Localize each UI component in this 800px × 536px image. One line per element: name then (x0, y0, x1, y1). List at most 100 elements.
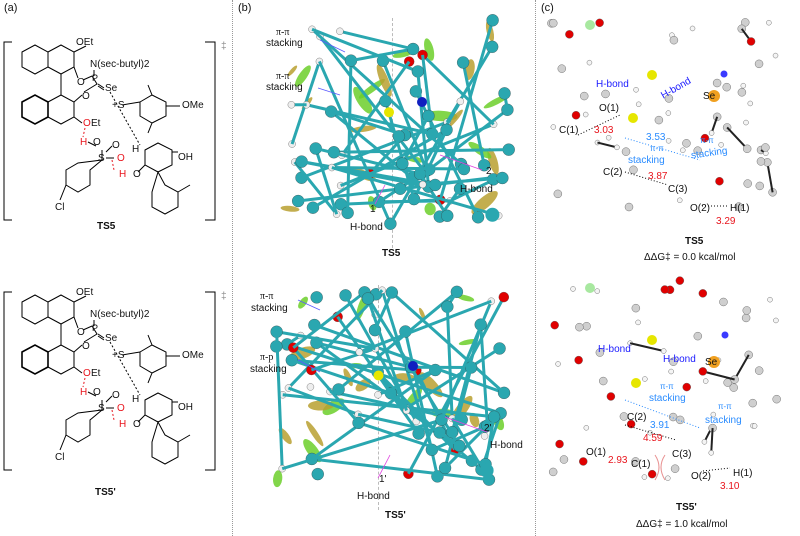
atom (606, 392, 616, 401)
atom (635, 101, 642, 107)
atom (635, 319, 641, 326)
hbond-1p-number: 1' (379, 474, 387, 485)
sulfonate-sulfur-atom (647, 70, 657, 80)
nci-surface (294, 65, 311, 87)
bond (340, 198, 441, 206)
atom (675, 415, 685, 425)
atom (766, 20, 772, 26)
hbond-2p-number: 2' (484, 423, 492, 434)
bond (766, 162, 774, 193)
steric-clash-icon (654, 454, 666, 481)
bond (710, 428, 714, 453)
nci-surface (273, 470, 283, 488)
hbond-dash-2p (111, 409, 115, 421)
atom (710, 411, 717, 418)
bond (339, 29, 414, 51)
hbond-label-1: H-bond (596, 79, 629, 90)
nci-surface (353, 86, 373, 114)
stacking-label-2: stacking (266, 82, 303, 93)
hbond-dash-1p (82, 377, 86, 388)
atom (669, 35, 679, 45)
ts5-label: TS5 (97, 221, 116, 232)
atom-c1: C(1) (559, 125, 579, 136)
bond (311, 28, 463, 166)
atom (336, 27, 344, 35)
hbond-1-number: 1 (370, 204, 376, 215)
nci-surface (343, 368, 353, 387)
pi-p-label-2: π-p (260, 352, 274, 363)
atom (698, 367, 708, 376)
pi-pi-label-2: π-π (700, 136, 714, 145)
atom-oh: OH (178, 152, 193, 163)
bond (431, 425, 486, 452)
atom-p: P (92, 323, 99, 333)
stacking-label-1: stacking (266, 38, 303, 49)
hbond-1p-label: H-bond (357, 491, 390, 502)
atom (574, 355, 583, 365)
nci-surface (418, 307, 426, 320)
distance-o2-h1: 3.29 (716, 216, 736, 227)
atom (306, 383, 315, 391)
bond (311, 27, 419, 73)
ts-dagger: ‡ (221, 291, 227, 302)
atom (747, 100, 753, 107)
atom-c2: C(2) (627, 412, 647, 423)
bond (301, 160, 436, 187)
atom-o3: O (93, 137, 101, 148)
atom (571, 111, 581, 120)
atom-c2: C(2) (603, 167, 623, 178)
atom-se: Se (105, 83, 118, 94)
bond (377, 368, 436, 397)
atom-o1: O (77, 77, 85, 88)
atom-s-plus: +S (112, 100, 125, 111)
hbond-label-1: H-bond (598, 344, 631, 355)
atom-oh: OH (178, 402, 193, 413)
atom (594, 288, 600, 294)
atom-o1: O(1) (586, 447, 606, 458)
hbond-dash-1 (82, 127, 86, 138)
atom-o1: O(1) (599, 103, 619, 114)
atom (668, 368, 674, 375)
atom (741, 18, 750, 27)
atom-o2: O(2) (691, 471, 711, 482)
atom (548, 467, 558, 477)
atom (660, 348, 667, 354)
atom (719, 297, 728, 307)
atom (740, 82, 747, 89)
atom (311, 467, 324, 481)
bond (310, 368, 437, 461)
distance-stacking: 3.53 (646, 132, 666, 143)
atom (722, 82, 731, 92)
hbond-label-2: H-bond (663, 354, 696, 365)
distance-c1-o1: 2.93 (608, 455, 628, 466)
atom-h1: H (80, 137, 88, 148)
atom (756, 157, 766, 166)
atom-h-ch: H (132, 144, 140, 155)
atom-amine: N(sec-butyl)2 (90, 59, 150, 70)
atom-ome: OMe (182, 350, 204, 361)
atom-o4: O (133, 169, 141, 180)
atom (396, 157, 409, 170)
atom (582, 322, 591, 331)
bond (418, 173, 449, 217)
atom (559, 455, 569, 464)
nci-surface (306, 420, 324, 447)
atom (555, 361, 561, 367)
atom-oet-et: Et (91, 118, 101, 129)
atom (355, 348, 363, 356)
atom (729, 383, 738, 392)
nitrogen-atom (720, 70, 728, 78)
atom-h-ch: H (132, 394, 140, 405)
atom-so2: O (117, 403, 125, 414)
panel-a-label: (a) (4, 2, 18, 14)
atom (755, 181, 764, 191)
atom (550, 320, 559, 330)
atom (456, 56, 470, 69)
atom-c3: C(3) (672, 449, 692, 460)
atom-oet-top: OEt (76, 37, 94, 48)
bond (310, 347, 376, 372)
pointer-arrow (317, 87, 341, 96)
atom-o2: O(2) (690, 203, 710, 214)
atom-h2: H (119, 419, 127, 430)
